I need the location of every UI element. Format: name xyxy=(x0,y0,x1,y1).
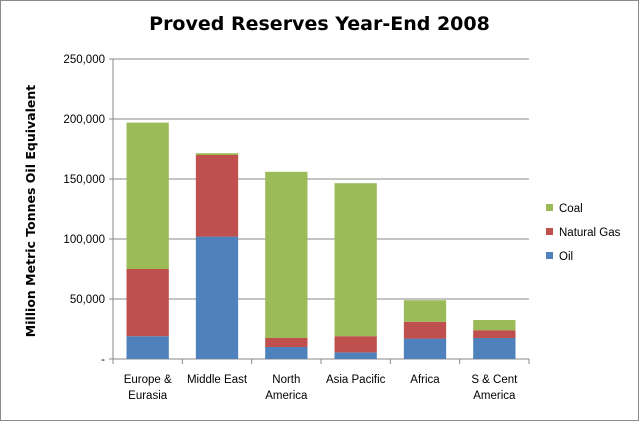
legend-label: Oil xyxy=(559,251,573,263)
x-tick-label-line: Africa xyxy=(410,374,440,386)
bar-segment-coal xyxy=(334,183,377,337)
bar-segment-oil xyxy=(126,336,169,359)
bar-segment-coal xyxy=(473,320,516,331)
x-tick-label-line: Asia Pacific xyxy=(326,374,386,386)
x-tick-label-line: Middle East xyxy=(187,374,248,386)
bar-segment-oil xyxy=(334,352,377,359)
y-tick-label: 250,000 xyxy=(63,54,105,66)
x-tick-label-line: S & Cent xyxy=(471,374,518,386)
x-tick-label: North America xyxy=(265,374,308,402)
y-tick-label: 50,000 xyxy=(70,294,105,306)
legend-label: Coal xyxy=(559,203,583,215)
legend-swatch xyxy=(546,228,553,235)
x-tick-label: Middle East xyxy=(187,374,248,386)
y-axis-title: Million Metric Tonnes Oil Equivalent xyxy=(23,85,38,338)
bar-segment-coal xyxy=(195,153,239,155)
x-tick-label-line: North xyxy=(272,374,300,386)
x-tick-label-line: Europe & xyxy=(124,374,172,386)
bar-segment-oil xyxy=(473,338,516,359)
x-tick-label-line: Eurasia xyxy=(128,390,168,402)
bar-segment-oil xyxy=(265,347,308,359)
bar-segment-natural-gas xyxy=(126,269,169,337)
y-tick-label: 200,000 xyxy=(63,114,105,126)
y-tick-label: 100,000 xyxy=(63,234,105,246)
bar-segment-oil xyxy=(403,338,447,359)
x-tick-label: Africa xyxy=(410,374,440,386)
legend-label: Natural Gas xyxy=(559,227,621,239)
x-tick-label-line: America xyxy=(473,390,516,402)
bar-segment-natural-gas xyxy=(195,155,239,237)
x-tick-label: S & Cent America xyxy=(471,374,518,402)
bar-segment-natural-gas xyxy=(403,321,447,339)
bar-segment-coal xyxy=(403,300,447,322)
x-tick-label: Asia Pacific xyxy=(326,374,386,386)
y-tick-label: 150,000 xyxy=(63,174,105,186)
bar-segment-natural-gas xyxy=(265,338,308,347)
x-tick-label: Europe & Eurasia xyxy=(124,374,172,402)
legend-swatch xyxy=(546,204,553,211)
x-tick-label-line: America xyxy=(265,390,308,402)
chart-title: Proved Reserves Year-End 2008 xyxy=(149,13,490,35)
legend-swatch xyxy=(546,252,553,259)
bar-segment-coal xyxy=(265,171,308,338)
bar-segment-natural-gas xyxy=(473,330,516,338)
bar-segment-coal xyxy=(126,122,169,269)
bar-segment-natural-gas xyxy=(334,336,377,353)
bar-segment-oil xyxy=(195,236,239,359)
y-tick-label: - xyxy=(101,354,105,366)
